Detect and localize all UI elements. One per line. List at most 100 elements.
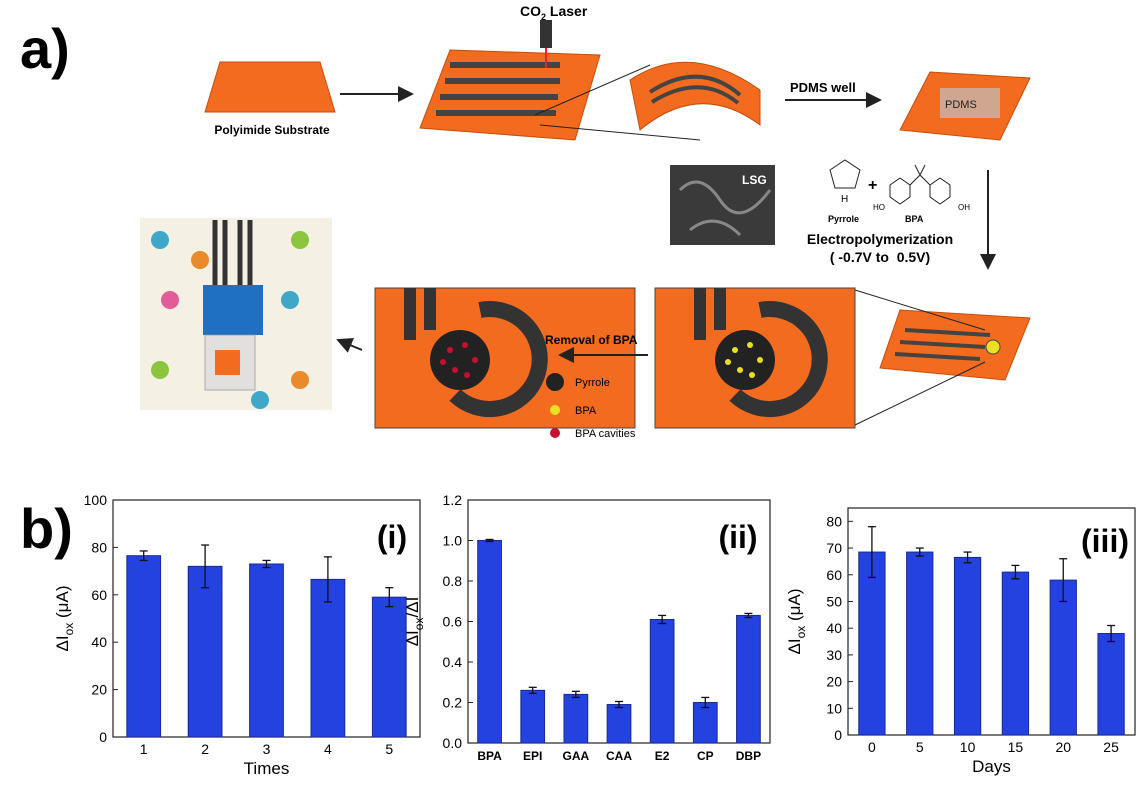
phenyl (889, 177, 911, 205)
plot-frame (847, 507, 1136, 736)
pyrrole-ring (829, 159, 861, 189)
y-tick-label: 0.8 (443, 573, 463, 589)
label: PDMS (945, 99, 977, 111)
error-bar (571, 690, 580, 699)
bar (1001, 571, 1030, 736)
x-tick-label: 5 (916, 739, 924, 755)
y-axis-label-part: (μA) (53, 586, 72, 623)
y-axis-label: ΔIox/ΔI (403, 597, 426, 647)
x-tick-label: DBP (736, 749, 761, 763)
legend-symbol (550, 405, 560, 415)
error-bar (1107, 624, 1116, 643)
x-tick-label: E2 (655, 749, 670, 763)
error-bar (867, 526, 876, 579)
y-tick-label: 60 (826, 567, 842, 583)
zoom-line (854, 289, 986, 331)
bond (909, 164, 931, 186)
bar (249, 563, 284, 738)
error-bar (963, 551, 972, 564)
y-tick-label: 0 (99, 729, 107, 745)
electrode-array (436, 62, 560, 116)
x-tick-label: 10 (960, 739, 976, 755)
y-axis-label-part: /ΔI (403, 597, 422, 618)
label: H (841, 194, 848, 205)
y-axis-label-part: ΔI (785, 638, 804, 654)
label: Pyrrole (828, 214, 859, 224)
laser (540, 20, 552, 48)
label: Polyimide Substrate (214, 123, 330, 137)
bar (126, 555, 162, 738)
error-bar (262, 559, 271, 569)
y-axis-label: ΔIox (μA) (53, 586, 76, 652)
legend-label: Pyrrole (575, 377, 610, 389)
y-tick-label: 20 (91, 682, 107, 698)
y-tick-label: 0.2 (443, 695, 463, 711)
annotation: (i) (377, 519, 407, 555)
cables (212, 220, 253, 290)
y-tick-label: 0 (834, 727, 842, 743)
panel-label: a) (20, 17, 70, 80)
holder (204, 334, 256, 391)
y-tick-label: 80 (826, 513, 842, 529)
x-tick-label: CAA (606, 749, 632, 763)
pdms-well (940, 88, 1000, 118)
y-axis-label: ΔIox (μA) (785, 589, 808, 655)
label: + (868, 177, 877, 194)
x-tick-label: 3 (263, 741, 271, 757)
legend-symbol (550, 428, 560, 438)
bar (692, 702, 718, 744)
electrode (694, 288, 726, 340)
text: CO (520, 3, 541, 19)
error-bar (485, 538, 494, 543)
bar (310, 578, 346, 738)
error-bar (744, 612, 753, 619)
label: HO (873, 203, 885, 212)
bar (477, 540, 502, 744)
y-tick-label: 100 (84, 492, 108, 508)
bar (563, 693, 589, 744)
texture (678, 180, 772, 237)
x-tick-label: 20 (1055, 739, 1071, 755)
legend-symbol (546, 373, 564, 391)
x-tick-label: 0 (868, 739, 876, 755)
y-tick-label: 0.6 (443, 614, 463, 630)
y-tick-label: 0.0 (443, 735, 463, 751)
photo-pattern (151, 231, 309, 409)
bar (371, 596, 407, 738)
label: Removal of BPA (545, 333, 638, 347)
sensor (215, 350, 240, 375)
label: Electropolymerization (807, 231, 953, 247)
substrate (204, 61, 336, 113)
x-tick-label: 25 (1103, 739, 1119, 755)
bar (906, 551, 934, 736)
zoom-line (539, 124, 701, 141)
zoom-line (854, 361, 986, 426)
y-tick-label: 80 (91, 539, 107, 555)
y-tick-label: 40 (826, 620, 842, 636)
y-tick-label: 30 (826, 647, 842, 663)
y-tick-label: 40 (91, 634, 107, 650)
x-tick-label: 15 (1008, 739, 1024, 755)
y-axis-label-part: (μA) (785, 589, 804, 626)
text: 2 (541, 12, 546, 22)
label: OH (958, 203, 970, 212)
label: ( -0.7V to 0.5V) (830, 249, 930, 265)
bar (953, 556, 982, 736)
legend-label: BPA (575, 405, 597, 417)
electrode-disk (430, 330, 490, 390)
bar (649, 618, 675, 744)
x-tick-label: GAA (563, 749, 590, 763)
label: BPA (905, 214, 924, 224)
panel-a: a) Polyimide Substrate CO2 Laser PDMS we… (20, 3, 1031, 440)
error-bar (701, 696, 710, 709)
label: PDMS well (790, 80, 856, 95)
x-axis-label: Days (972, 757, 1011, 776)
x-tick-label: 4 (324, 741, 332, 757)
x-tick-label: 2 (201, 741, 209, 757)
error-bar (615, 700, 623, 709)
x-tick-label: 1 (140, 741, 148, 757)
bpa-dots (725, 342, 763, 378)
error-bar (1011, 564, 1020, 580)
y-tick-label: 70 (826, 540, 842, 556)
